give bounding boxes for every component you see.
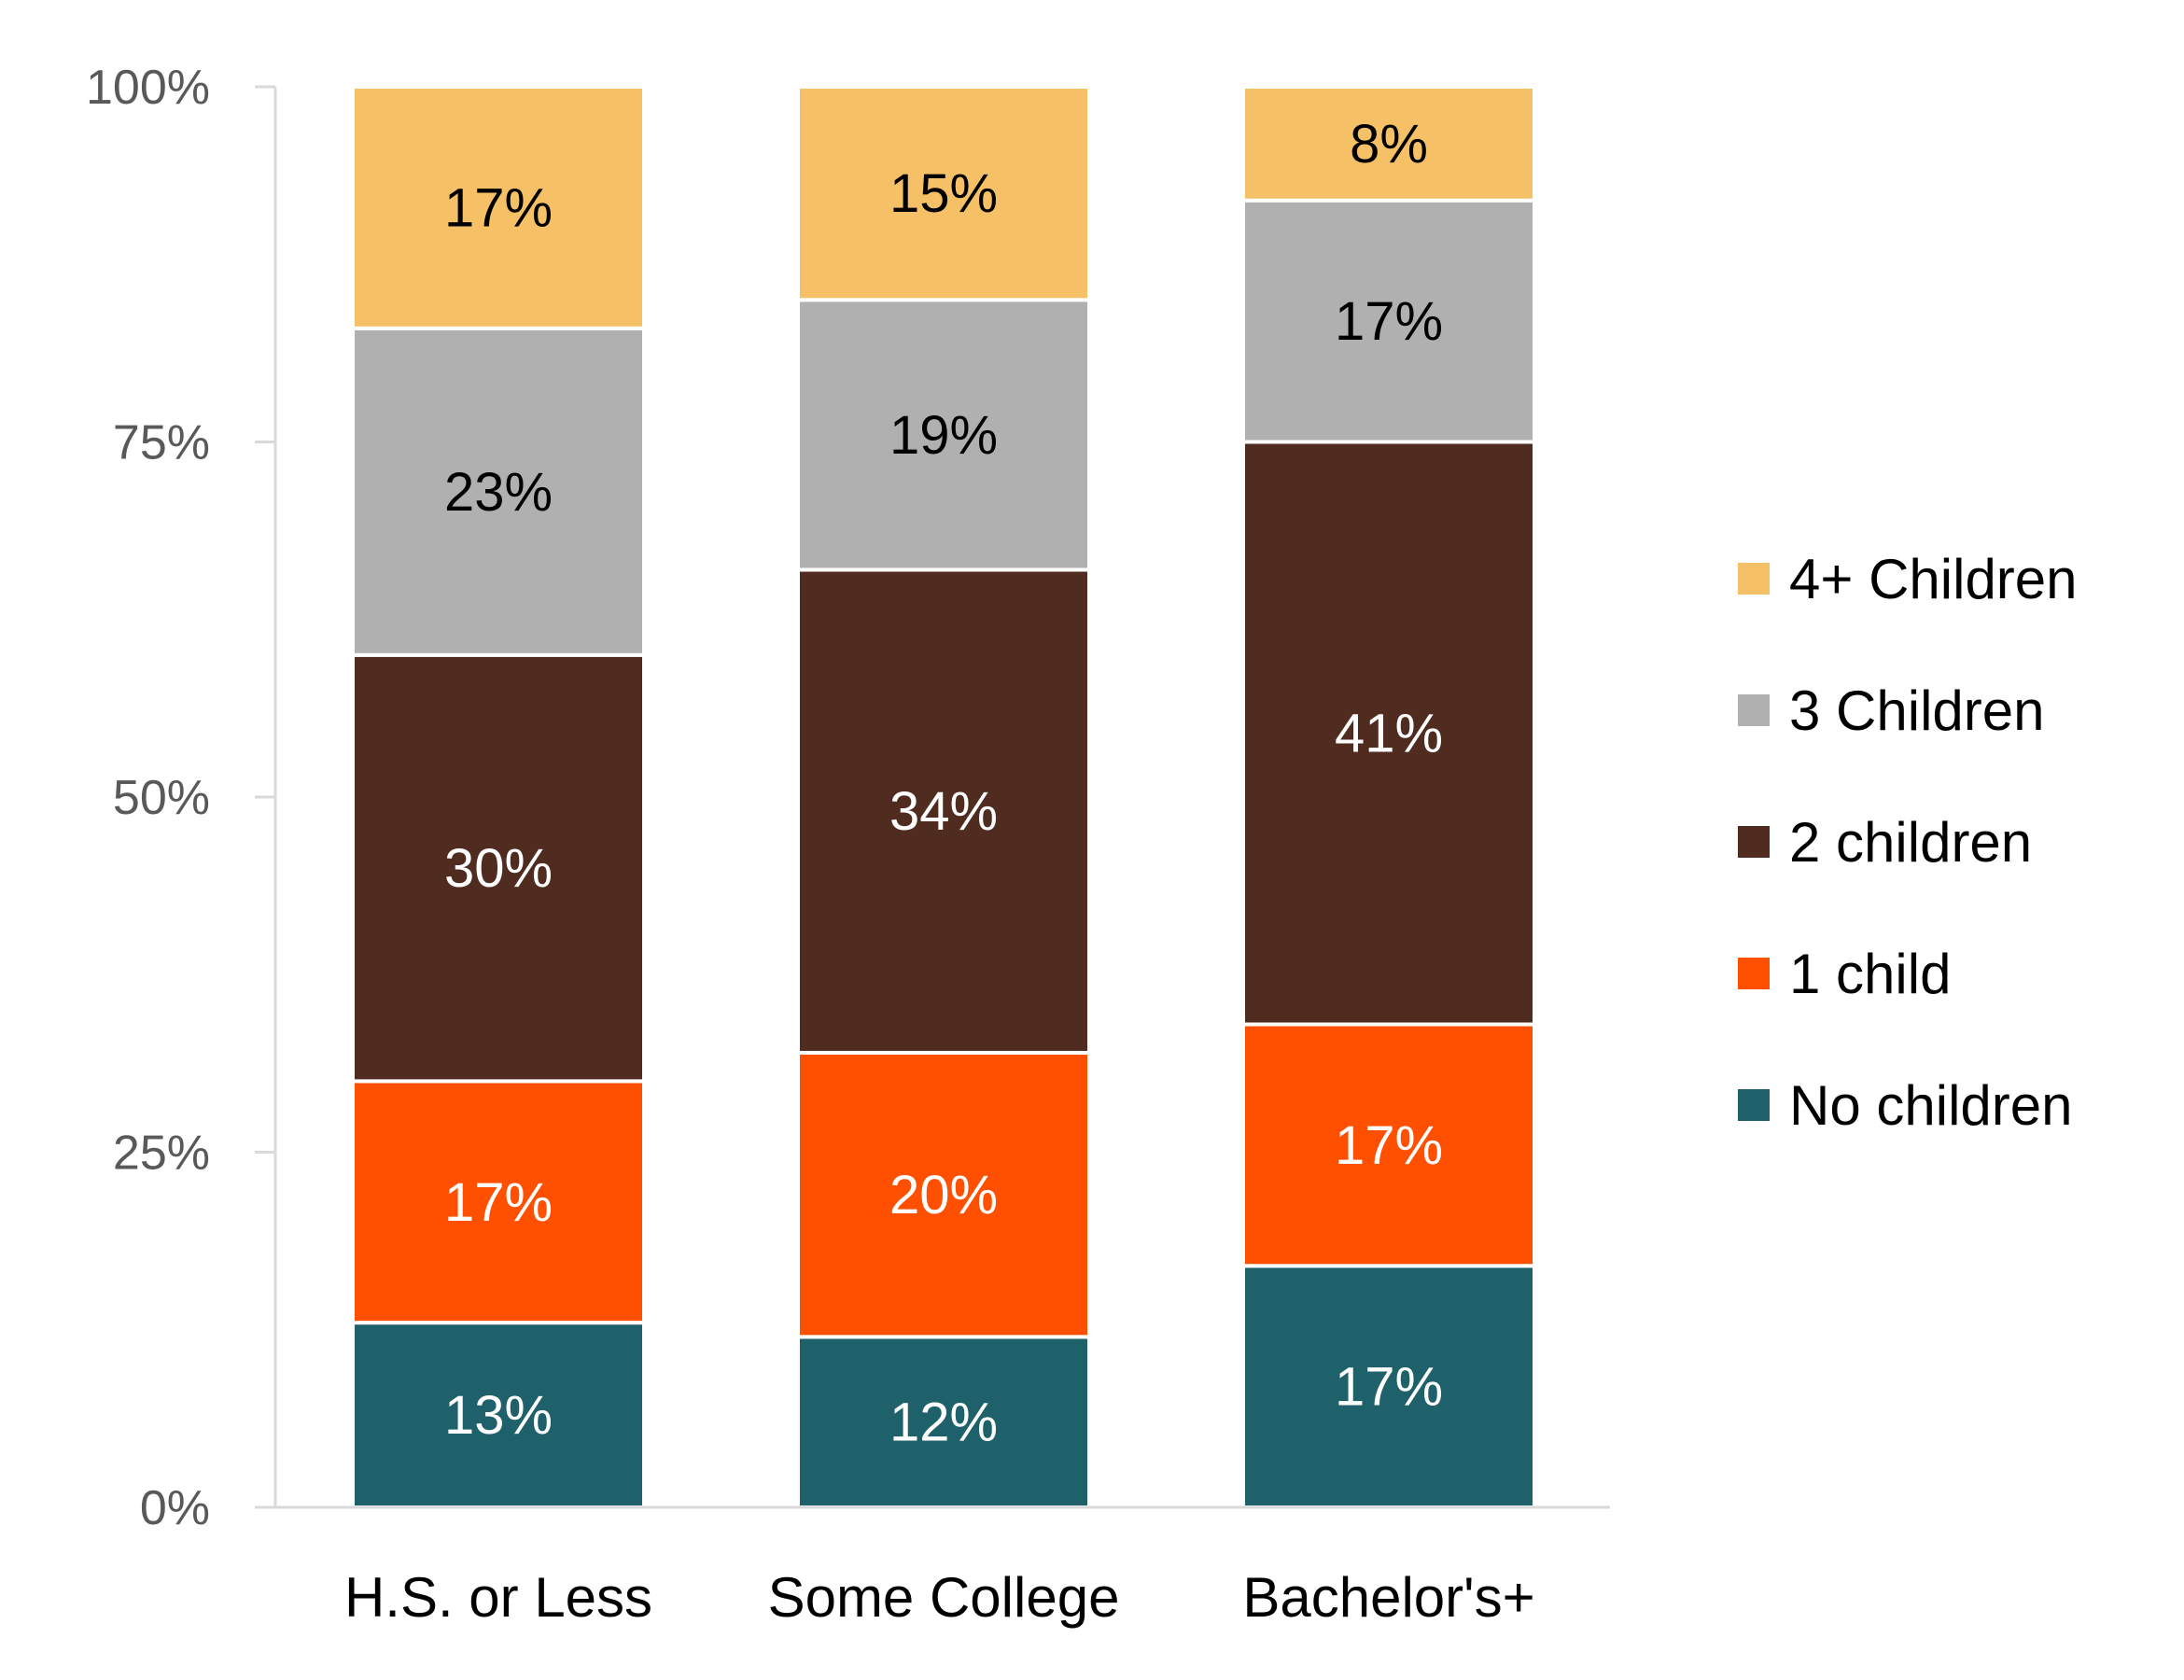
data-label: 17% <box>444 177 553 238</box>
bar-segment-no-children <box>1241 1264 1536 1509</box>
x-tick-label: Bachelor's+ <box>1242 1566 1534 1629</box>
data-label: 41% <box>1335 704 1443 764</box>
data-label: 17% <box>444 1172 553 1233</box>
y-tick-label: 0% <box>140 1481 210 1535</box>
legend: 4+ Children 3 Children 2 children 1 child No… <box>1738 548 2078 1137</box>
y-tick-label: 25% <box>113 1127 210 1181</box>
bar-segment-4-children <box>796 85 1091 302</box>
data-label: 20% <box>889 1165 998 1225</box>
bar-stack-h-s-or-less: 13% 17% 30% 23% 17% <box>351 85 646 1510</box>
bar-segment-1-child <box>1241 1022 1536 1268</box>
bar-segment-no-children <box>796 1335 1091 1509</box>
data-label: 15% <box>889 163 998 224</box>
data-label: 23% <box>444 462 553 523</box>
bar-segment-3-children <box>1241 198 1536 444</box>
legend-swatch <box>1738 1089 1770 1121</box>
legend-label: 3 Children <box>1789 679 2045 742</box>
bar-segment-3-children <box>796 298 1091 572</box>
data-label: 30% <box>444 838 553 899</box>
data-label: 17% <box>1335 1115 1443 1176</box>
bars: 13%17%30%23%17%12%20%34%19%15%17%17%41%1… <box>351 85 1536 1510</box>
legend-item-1-child: 1 child <box>1738 943 1951 1005</box>
legend-item-3-children: 3 Children <box>1738 679 2045 742</box>
data-label: 13% <box>444 1385 553 1446</box>
legend-item-no-children: No children <box>1738 1074 2073 1137</box>
legend-label: 2 children <box>1789 811 2032 874</box>
bar-segment-2-children <box>1241 440 1536 1027</box>
y-axis: 0% 25% 50% 75% 100% <box>86 61 277 1535</box>
bar-segment-2-children <box>351 652 646 1084</box>
data-label: 34% <box>889 781 998 842</box>
legend-item-4-children: 4+ Children <box>1738 548 2078 610</box>
x-tick-label: H.S. or Less <box>344 1566 652 1629</box>
data-label: 12% <box>889 1393 998 1453</box>
y-tick-label: 50% <box>113 771 210 825</box>
bar-segment-1-child <box>351 1079 646 1325</box>
legend-item-2-children: 2 children <box>1738 811 2032 874</box>
data-label: 17% <box>1335 291 1443 352</box>
bar-segment-4-children <box>351 85 646 330</box>
legend-swatch <box>1738 958 1770 989</box>
legend-label: 1 child <box>1789 943 1951 1005</box>
bar-segment-2-children <box>796 567 1091 1055</box>
legend-label: 4+ Children <box>1789 548 2078 610</box>
data-label: 17% <box>1335 1357 1443 1418</box>
legend-swatch <box>1738 563 1770 595</box>
data-label: 19% <box>889 405 998 466</box>
bar-segment-4-children <box>1241 85 1536 203</box>
y-tick-label: 100% <box>86 61 210 115</box>
y-tick-label: 75% <box>113 416 210 470</box>
x-axis: H.S. or Less Some College Bachelor's+ <box>255 1505 1610 1629</box>
bar-stack-some-college: 12% 20% 34% 19% 15% <box>796 85 1091 1509</box>
legend-swatch <box>1738 694 1770 726</box>
legend-swatch <box>1738 826 1770 858</box>
bar-stack-bachelor-s: 17% 17% 41% 17% 8% <box>1241 85 1536 1509</box>
x-tick-label: Some College <box>768 1566 1120 1629</box>
legend-label: No children <box>1789 1074 2073 1137</box>
bar-segment-1-child <box>796 1050 1091 1339</box>
data-label: 8% <box>1350 114 1428 175</box>
